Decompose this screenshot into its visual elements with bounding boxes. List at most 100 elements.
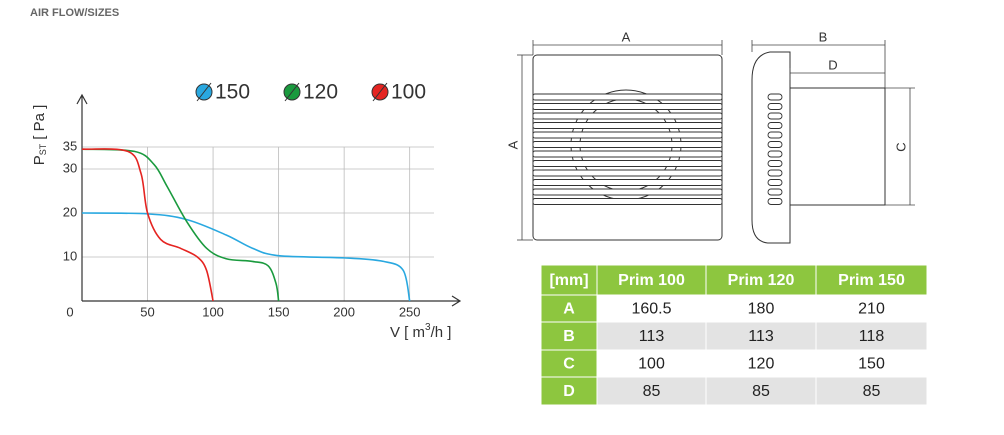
- cell-text: 120: [748, 356, 775, 373]
- table-cell: [815, 376, 928, 406]
- cell-text: D: [563, 383, 575, 400]
- y-axis: [76, 93, 88, 301]
- slat: [532, 160, 723, 167]
- slat: [532, 103, 723, 110]
- cell-text: Prim 120: [728, 272, 795, 289]
- x-label-part: /h ]: [431, 324, 452, 341]
- y-axis-label: PST [ Pa ]: [31, 105, 48, 166]
- legend-label: 100: [391, 81, 426, 104]
- cell-text: 85: [863, 383, 881, 400]
- table-cell: [540, 264, 598, 296]
- rib: [767, 169, 783, 177]
- x-tick-label: 250: [399, 304, 421, 319]
- x-axis-label: V [ m3/h ]: [390, 322, 451, 341]
- x-label-part: V [ m: [390, 324, 425, 341]
- dim-label: C: [893, 142, 908, 151]
- x-tick-label: 0: [66, 304, 73, 319]
- legend-label: 120: [303, 81, 338, 104]
- legend-label: 150: [215, 81, 250, 104]
- table-cell: [705, 321, 817, 351]
- table-cell: [815, 321, 928, 351]
- table-cell: [540, 321, 598, 351]
- cell-text: 210: [858, 301, 885, 318]
- cell-text: 180: [748, 301, 775, 318]
- slat: [532, 150, 723, 158]
- cell-text: 85: [752, 383, 770, 400]
- spec-table: [mm] Prim 100 Prim 120 Prim 150 A 160.5 180 210…: [540, 264, 928, 406]
- table-cell: [705, 376, 817, 406]
- cell-text: 160.5: [631, 301, 671, 318]
- cell-text: 85: [643, 383, 661, 400]
- slat: [532, 179, 723, 186]
- y-label-unit: [ Pa ]: [31, 105, 48, 140]
- y-tick-label: 20: [63, 204, 77, 219]
- cell-text: 150: [858, 356, 885, 373]
- cell-text: C: [563, 356, 575, 373]
- legend-slash: [284, 82, 300, 102]
- cell-text: B: [563, 328, 575, 345]
- dim-label: A: [505, 140, 520, 149]
- table-cell: [596, 294, 707, 323]
- rib: [767, 188, 783, 196]
- x-tick-label: 50: [140, 304, 154, 319]
- slat: [532, 93, 723, 101]
- rib: [767, 93, 783, 101]
- cell-text: Prim 150: [838, 272, 905, 289]
- rib: [767, 179, 783, 186]
- series-line: [81, 148, 280, 302]
- table-cell: [705, 349, 817, 378]
- rib: [767, 112, 783, 120]
- slat: [532, 131, 723, 139]
- cell-text: Prim 100: [618, 272, 685, 289]
- y-tick-label: 30: [63, 160, 77, 175]
- rib: [767, 122, 783, 129]
- side-view: B D C: [751, 29, 915, 244]
- front-view: A A: [505, 29, 723, 241]
- legend-slash: [372, 82, 388, 102]
- series-line: [81, 212, 411, 302]
- table-cell: [596, 376, 707, 406]
- dim-label: A: [622, 29, 631, 44]
- slat: [532, 188, 723, 196]
- legend-slash: [196, 82, 212, 102]
- table-cell: [540, 294, 598, 323]
- slat: [532, 169, 723, 177]
- cell-text: [mm]: [549, 272, 588, 289]
- rib: [767, 131, 783, 139]
- y-tick-label: 10: [63, 248, 77, 263]
- dim-label: D: [828, 57, 837, 72]
- y-label-sub: ST: [38, 143, 48, 155]
- cell-text: 118: [859, 328, 885, 345]
- rib: [767, 198, 783, 205]
- table-cell: [815, 264, 928, 296]
- table-cell: [815, 349, 928, 378]
- slat: [532, 141, 723, 148]
- table-cell: [705, 264, 817, 296]
- cell-text: 113: [748, 328, 774, 345]
- slat: [532, 198, 723, 205]
- series-line: [81, 148, 214, 302]
- rib: [767, 150, 783, 158]
- table-cell: [705, 294, 817, 323]
- slat: [532, 122, 723, 129]
- dim-label: B: [819, 29, 828, 44]
- x-label-sup: 3: [425, 322, 431, 333]
- heading: AIR FLOW/SIZES: [30, 7, 119, 19]
- x-tick-label: 150: [268, 304, 290, 319]
- x-axis: [82, 295, 462, 307]
- table-cell: [596, 321, 707, 351]
- rib: [767, 160, 783, 167]
- y-tick-label: 35: [63, 138, 77, 153]
- rib: [767, 141, 783, 148]
- cell-text: A: [563, 301, 575, 318]
- table-cell: [540, 376, 598, 406]
- table-cell: [815, 294, 928, 323]
- cell-text: 113: [639, 328, 665, 345]
- chart: 0 50 100 150 200 250 10 20 30 35 V [ m3/h ] PST [ Pa…: [31, 81, 462, 341]
- y-label-main: P: [31, 155, 48, 165]
- x-tick-label: 200: [333, 304, 355, 319]
- slat: [532, 112, 723, 120]
- cell-text: 100: [638, 356, 665, 373]
- x-tick-label: 100: [202, 304, 224, 319]
